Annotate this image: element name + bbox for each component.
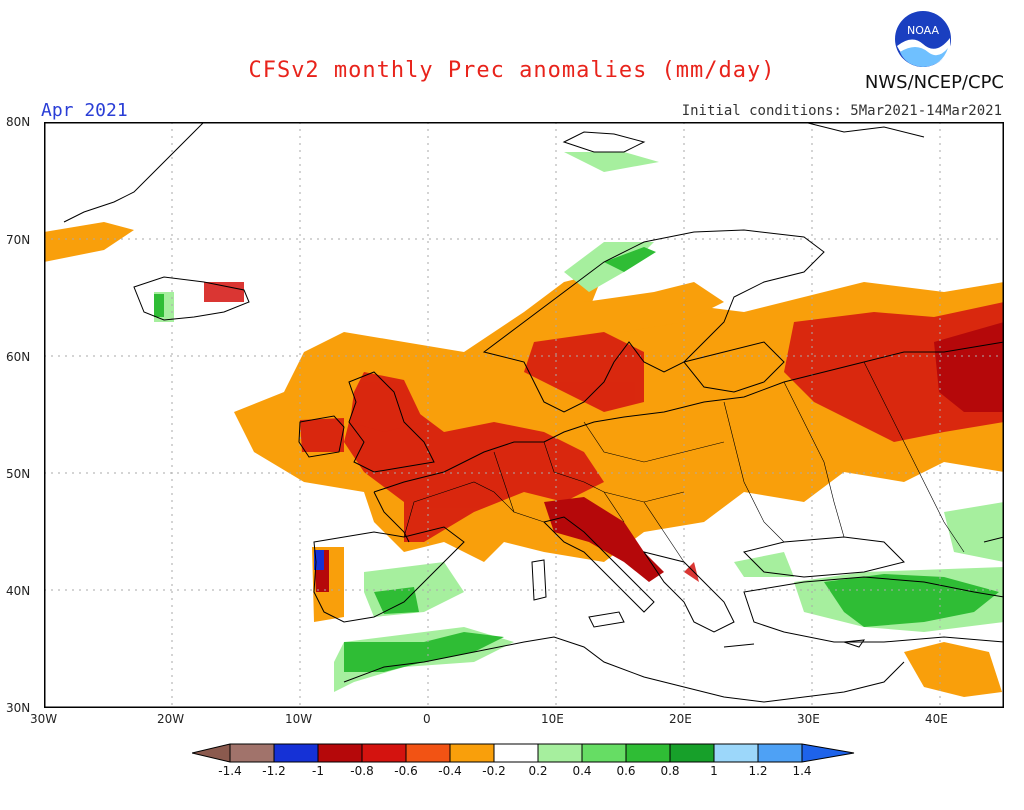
colorbar-label: 0.8 — [660, 764, 680, 778]
lat-label-70n: 70N — [6, 233, 31, 247]
colorbar-swatch-4 — [362, 744, 406, 762]
colorbar-swatch-14 — [802, 744, 854, 762]
colorbar-label: 0.2 — [528, 764, 548, 778]
lat-label-30n: 30N — [6, 701, 31, 715]
forecast-month: Apr 2021 — [41, 100, 128, 121]
anomaly-green-region — [154, 247, 999, 672]
lat-label-40n: 40N — [6, 584, 31, 598]
precip-anomaly-map — [44, 122, 1004, 708]
org-label: NWS/NCEP/CPC — [864, 72, 1004, 93]
colorbar-label: -1 — [312, 764, 324, 778]
lon-label-20e: 20E — [669, 712, 692, 726]
initial-conditions: Initial conditions: 5Mar2021-14Mar2021 — [681, 103, 1002, 119]
lon-label-0: 0 — [423, 712, 431, 726]
colorbar — [192, 743, 855, 763]
lat-label-50n: 50N — [6, 467, 31, 481]
lon-label-30e: 30E — [797, 712, 820, 726]
colorbar-swatch-12 — [714, 744, 758, 762]
colorbar-label: -1.4 — [218, 764, 242, 778]
colorbar-swatch-13 — [758, 744, 802, 762]
map-title: CFSv2 monthly Prec anomalies (mm/day) — [248, 58, 776, 83]
colorbar-label: 0.4 — [572, 764, 592, 778]
lon-label-10e: 10E — [541, 712, 564, 726]
colorbar-swatch-1 — [230, 744, 274, 762]
lat-label-80n: 80N — [6, 115, 31, 129]
colorbar-swatch-11 — [670, 744, 714, 762]
colorbar-label: 1.4 — [792, 764, 812, 778]
graticule — [44, 122, 1004, 708]
lon-label-40e: 40E — [925, 712, 948, 726]
colorbar-label: -0.4 — [438, 764, 462, 778]
lat-label-60n: 60N — [6, 350, 31, 364]
colorbar-label: -0.6 — [394, 764, 418, 778]
colorbar-swatch-8 — [538, 744, 582, 762]
lon-label-20w: 20W — [157, 712, 185, 726]
country-borders — [403, 361, 965, 563]
colorbar-swatch-0 — [192, 744, 230, 762]
colorbar-swatch-5 — [406, 744, 450, 762]
colorbar-label: -0.8 — [350, 764, 374, 778]
lon-label-30w: 30W — [30, 712, 58, 726]
lon-label-10w: 10W — [285, 712, 313, 726]
colorbar-label: 0.6 — [616, 764, 636, 778]
logo-text: NOAA — [907, 24, 940, 37]
map-frame — [44, 122, 1004, 708]
colorbar-swatch-2 — [274, 744, 318, 762]
colorbar-label: 1.2 — [748, 764, 768, 778]
noaa-logo-icon: NOAA — [893, 9, 953, 69]
colorbar-swatch-3 — [318, 744, 362, 762]
colorbar-swatch-7 — [494, 744, 538, 762]
coastlines — [63, 122, 1004, 703]
colorbar-swatch-6 — [450, 744, 494, 762]
colorbar-label: -1.2 — [262, 764, 286, 778]
anomaly-red-region — [204, 282, 1004, 582]
colorbar-swatch-10 — [626, 744, 670, 762]
colorbar-label: -0.2 — [482, 764, 506, 778]
colorbar-swatch-9 — [582, 744, 626, 762]
colorbar-label: 1 — [710, 764, 718, 778]
